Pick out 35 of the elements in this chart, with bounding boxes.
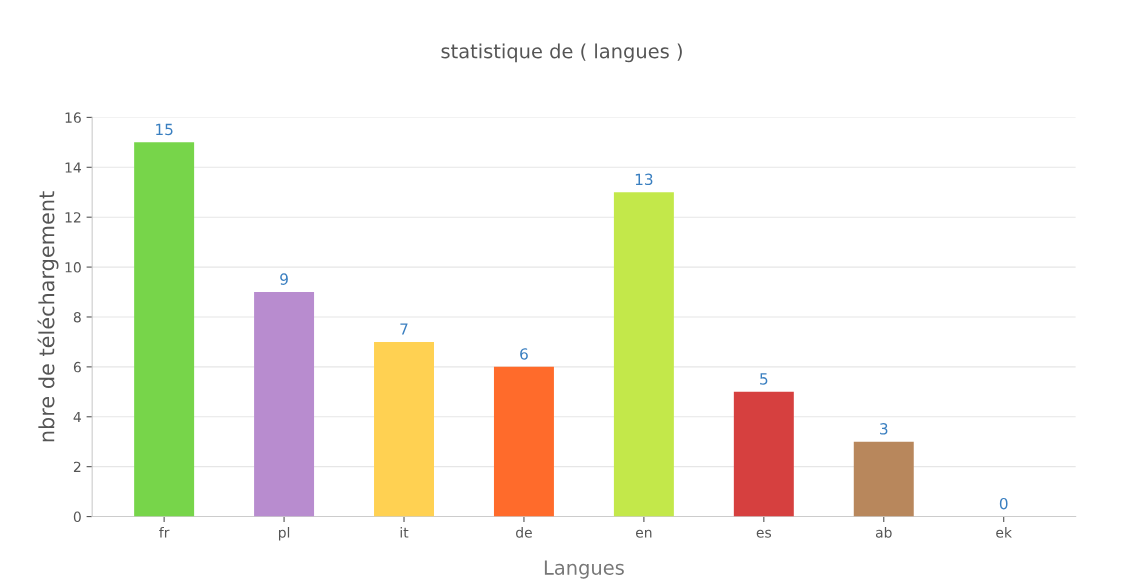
bar (254, 292, 315, 517)
x-tick-label: en (635, 529, 652, 538)
chart-title: statistique de ( langues ) (441, 43, 682, 63)
data-label: 7 (400, 323, 408, 335)
y-tick-label: 12 (65, 212, 81, 223)
data-label: 0 (999, 497, 1008, 510)
y-tick-label: 6 (73, 361, 81, 373)
y-tick-label: 10 (65, 262, 81, 273)
bar (613, 192, 674, 517)
x-tick-label: fr (159, 526, 170, 538)
x-tick-label: ab (875, 526, 892, 538)
x-tick-label: de (516, 526, 532, 538)
y-tick-label: 8 (73, 311, 81, 323)
bar (134, 142, 195, 517)
y-tick-label: 2 (73, 461, 81, 472)
x-tick-label: pl (278, 526, 290, 541)
bar (493, 366, 554, 517)
data-label: 6 (520, 348, 528, 360)
bar (733, 391, 794, 517)
x-axis-title: Langues (544, 560, 624, 579)
data-label: 5 (760, 373, 768, 385)
x-tick-label: ek (996, 526, 1012, 538)
data-label: 3 (880, 423, 888, 435)
y-tick-label: 4 (73, 411, 81, 423)
x-tick-label: it (400, 526, 409, 538)
y-tick-label: 16 (65, 112, 81, 123)
bar (374, 341, 434, 517)
data-label: 13 (635, 173, 653, 186)
data-label: 15 (156, 123, 173, 136)
x-tick-label: es (756, 529, 772, 538)
y-tick-label: 14 (65, 162, 81, 173)
bar (853, 441, 914, 517)
y-axis-title: nbre de téléchargement (37, 191, 59, 442)
data-label: 9 (280, 273, 288, 285)
y-tick-label: 0 (73, 511, 81, 523)
